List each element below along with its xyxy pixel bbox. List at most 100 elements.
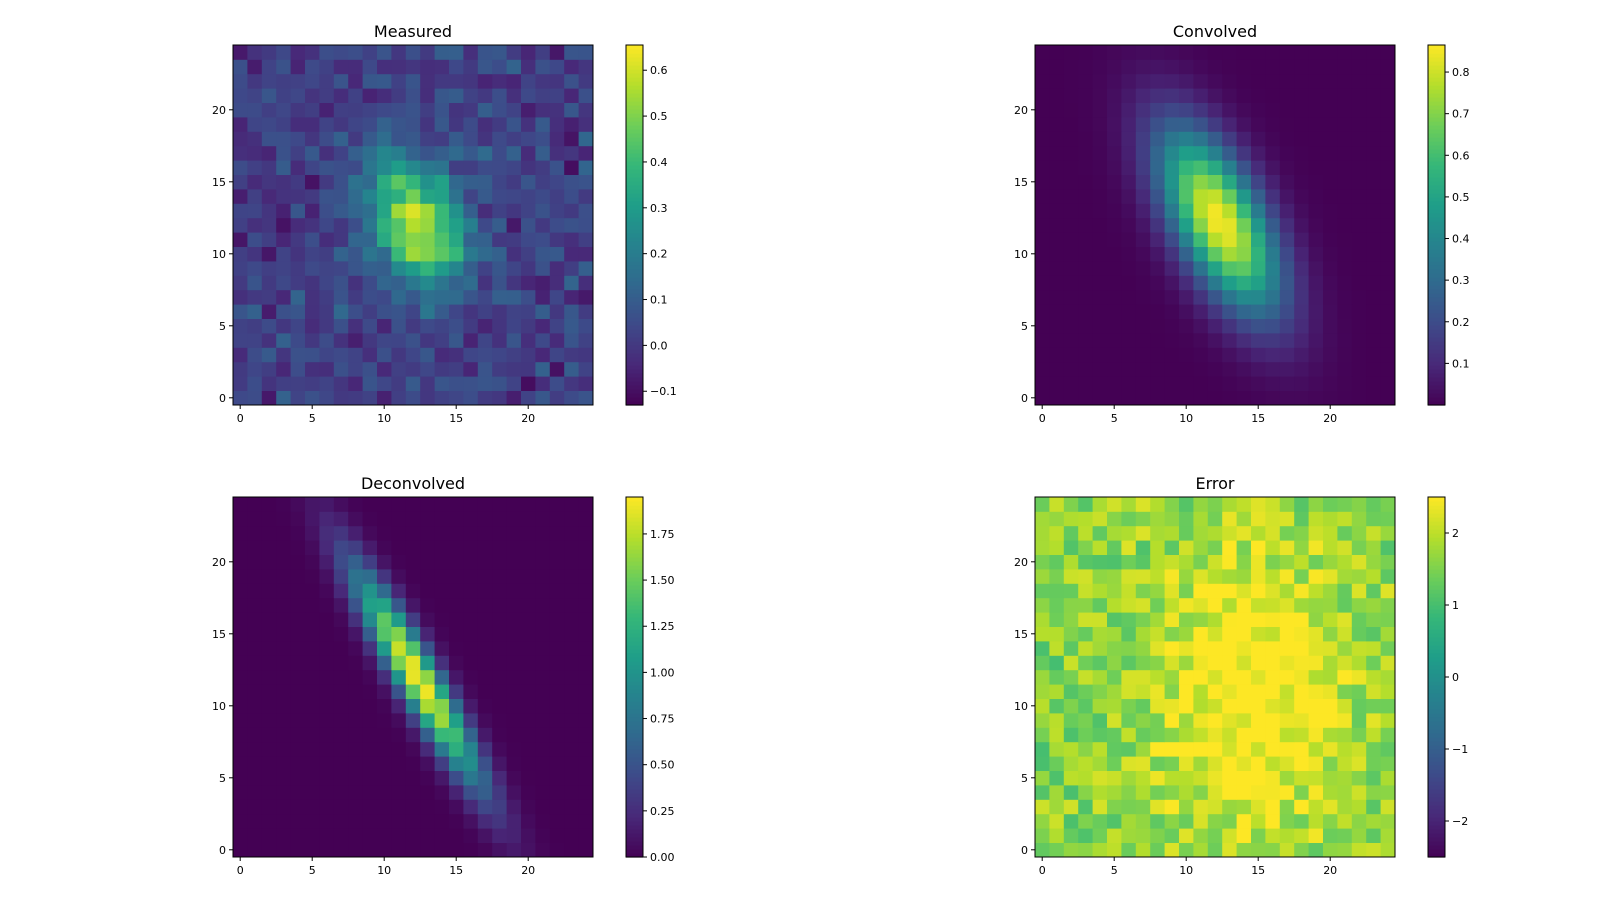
heatmap-cell (535, 511, 551, 527)
colorbar-segment (626, 161, 643, 166)
heatmap-cell (333, 813, 349, 829)
heatmap-cell (276, 655, 291, 671)
heatmap-cell (549, 131, 565, 147)
heatmap-cell (535, 102, 551, 118)
heatmap-cell (1366, 554, 1381, 570)
heatmap-cell (1222, 333, 1237, 348)
heatmap-cell (420, 785, 435, 800)
heatmap-cell (535, 376, 551, 391)
heatmap-cell (362, 813, 378, 829)
heatmap-cell (449, 318, 464, 334)
heatmap-cell (261, 626, 277, 642)
heatmap-cell (535, 785, 551, 800)
heatmap-cell (233, 713, 248, 728)
heatmap-cell (1279, 828, 1295, 843)
heatmap-cell (1251, 333, 1266, 348)
heatmap-cell (449, 88, 464, 103)
heatmap-cell (578, 390, 594, 406)
heatmap-cell (1236, 361, 1252, 377)
heatmap-cell (1193, 612, 1209, 627)
colorbar-segment (1428, 729, 1445, 734)
heatmap-cell (233, 641, 248, 656)
heatmap-cell (1323, 525, 1338, 541)
heatmap-cell (405, 217, 421, 233)
heatmap-cell (1193, 189, 1209, 204)
heatmap-cell (261, 569, 277, 584)
heatmap-cell (1308, 785, 1324, 800)
heatmap-cell (1236, 246, 1252, 262)
heatmap-cell (377, 203, 392, 219)
heatmap-cell (535, 756, 551, 771)
heatmap-cell (492, 390, 507, 406)
heatmap-cell (305, 117, 320, 132)
heatmap-cell (1279, 569, 1295, 584)
heatmap-cell (362, 289, 378, 305)
heatmap-cell (247, 232, 263, 247)
heatmap-cell (477, 390, 493, 406)
colorbar-segment (626, 149, 643, 154)
x-axis-ticks: 0 5 10 15 20 (237, 857, 535, 877)
heatmap-cell (1279, 713, 1295, 728)
heatmap-cell (1323, 669, 1338, 685)
heatmap-cell (449, 756, 464, 771)
colorbar-segment (626, 341, 643, 346)
colorbar-segment (1428, 49, 1445, 54)
heatmap-cell (1380, 655, 1396, 671)
heatmap-cell (578, 361, 594, 377)
heatmap-cell (1078, 554, 1093, 570)
heatmap-cell (333, 174, 349, 190)
heatmap-cell (1265, 376, 1281, 391)
heatmap-cell (1222, 597, 1237, 613)
heatmap-cell (477, 261, 493, 276)
heatmap-cell (1121, 102, 1137, 118)
heatmap-cell (1150, 756, 1165, 771)
heatmap-cell (362, 554, 378, 570)
heatmap-cell (1337, 347, 1353, 363)
heatmap-cell (1150, 813, 1165, 829)
heatmap-cell (1323, 102, 1338, 118)
heatmap-cell (1236, 842, 1252, 858)
heatmap-cell (434, 102, 450, 118)
heatmap-cell (564, 117, 579, 132)
heatmap-cell (1179, 88, 1194, 103)
heatmap-cell (348, 131, 363, 147)
heatmap-cell (1351, 569, 1367, 584)
heatmap-cell (521, 684, 536, 699)
heatmap-cell (449, 554, 464, 570)
colorbar-segment (626, 805, 643, 810)
heatmap-cell (391, 217, 407, 233)
heatmap-cell (463, 232, 479, 247)
heatmap-cell (477, 304, 493, 319)
heatmap-cell (1294, 554, 1309, 570)
heatmap-cell (578, 189, 594, 204)
heatmap-cell (233, 318, 248, 334)
heatmap-cell (305, 174, 320, 190)
heatmap-cell (1279, 261, 1295, 276)
heatmap-cell (578, 597, 594, 613)
heatmap-cell (578, 511, 594, 527)
heatmap-cell (1164, 102, 1180, 118)
colorbar-segment (1428, 397, 1445, 402)
heatmap-cell (1121, 641, 1137, 656)
heatmap-cell (319, 813, 335, 829)
heatmap-cell (247, 713, 263, 728)
heatmap-cell (261, 583, 277, 599)
heatmap-cell (1222, 655, 1237, 671)
heatmap-cell (362, 246, 378, 262)
heatmap-cell (1366, 626, 1381, 642)
colorbar-segment (1428, 113, 1445, 118)
colorbar-segment (626, 233, 643, 238)
colorbar-tick-label: 0.4 (650, 156, 668, 169)
heatmap-cell (261, 160, 277, 175)
heatmap-cell (377, 88, 392, 103)
heatmap-cell (405, 117, 421, 132)
heatmap-cell (1222, 73, 1237, 89)
heatmap-cell (506, 246, 522, 262)
heatmap-cell (420, 390, 435, 406)
heatmap-cell (1337, 799, 1353, 815)
heatmap-cell (1265, 318, 1281, 334)
colorbar-segment (1428, 793, 1445, 798)
colorbar-segment (626, 401, 643, 406)
heatmap-cell (434, 497, 450, 512)
heatmap-cell (1121, 583, 1137, 599)
